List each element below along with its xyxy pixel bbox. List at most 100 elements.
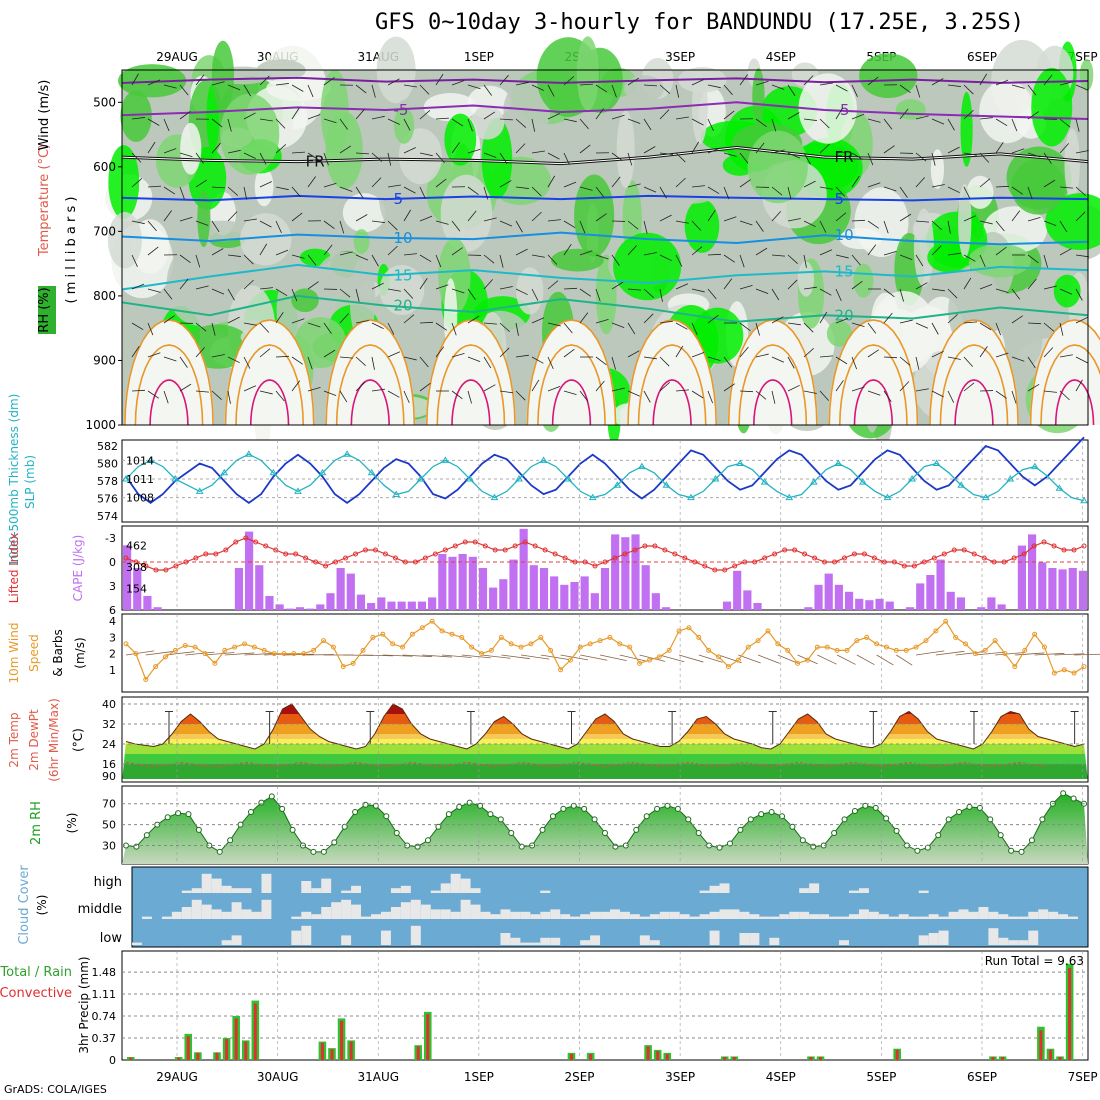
cloud-bar-low <box>998 937 1009 945</box>
wind-barb <box>387 288 401 292</box>
rh-marker <box>466 799 473 806</box>
date-label-bottom: 2SEP <box>564 1070 594 1084</box>
wind-barb <box>611 176 621 188</box>
wind-barb <box>803 348 814 358</box>
li-marker <box>782 547 788 553</box>
li-marker <box>163 567 169 573</box>
li-marker <box>752 559 758 565</box>
wind-barb <box>707 147 721 154</box>
rh-marker <box>883 815 890 822</box>
isotherm-label: 15 <box>835 262 854 280</box>
cape-bar <box>1058 569 1067 610</box>
speed-marker <box>528 641 534 647</box>
cloud-bar-mid <box>719 909 730 919</box>
wind-barb <box>579 144 591 154</box>
precip-conv-label: Convective <box>0 986 72 1001</box>
wind-barb <box>947 252 961 256</box>
li-marker <box>1011 555 1017 561</box>
li-marker <box>243 535 249 541</box>
wind-barb <box>165 651 195 656</box>
slp-marker <box>760 478 769 485</box>
cloud-bar-low <box>590 935 601 945</box>
cloud-bar-low <box>928 933 939 945</box>
wind-barb <box>499 180 512 188</box>
speed-marker <box>1012 664 1018 670</box>
speed-marker <box>1081 664 1087 670</box>
rh-blob <box>1045 193 1100 250</box>
warm-dome <box>727 320 818 425</box>
wind-barb <box>1059 354 1073 358</box>
cape-label: CAPE (J/kg) <box>71 535 85 602</box>
rh-marker <box>612 843 619 850</box>
wind-barb <box>675 84 680 98</box>
cape-bar <box>123 545 132 610</box>
wind-barb <box>659 654 685 663</box>
wind-barb <box>451 353 465 358</box>
wind-barb <box>963 215 977 222</box>
cape-bar <box>387 601 396 610</box>
cloud-bar-mid <box>510 911 521 919</box>
precip-conv-bar <box>186 1036 190 1060</box>
wind-barb <box>643 220 648 234</box>
temp-label: Temperature (°C) <box>37 144 52 257</box>
rh-marker <box>268 793 275 800</box>
wind-tick: 4 <box>109 615 116 628</box>
wind-barb <box>867 182 881 188</box>
rh-marker <box>956 809 963 816</box>
credit-label: GrADS: COLA/IGES <box>4 1083 107 1096</box>
wind-barb <box>851 113 865 120</box>
cloud-bar-low <box>221 940 232 945</box>
wind-barb <box>403 84 417 88</box>
rh-blob <box>667 181 718 204</box>
wind-barb <box>419 277 428 290</box>
wind-barb <box>259 181 272 188</box>
wind-barb <box>691 390 704 399</box>
cape-bar <box>753 603 762 610</box>
rh-marker <box>591 816 598 823</box>
li-marker <box>812 555 818 561</box>
li-marker <box>941 551 947 557</box>
rh-blob <box>353 229 370 254</box>
wind-barb <box>387 118 400 125</box>
wind-barb <box>931 245 942 256</box>
wind-barb <box>244 652 275 656</box>
wind-barb <box>819 143 830 154</box>
wind-barb <box>995 185 1010 188</box>
li-marker <box>1061 547 1067 553</box>
rh-marker <box>1028 837 1035 844</box>
slp-marker <box>908 475 916 482</box>
rh-marker <box>779 813 786 820</box>
li-tick: -3 <box>105 532 116 545</box>
wind-barb <box>224 652 255 656</box>
speed-marker <box>488 647 494 653</box>
wind-barb <box>975 651 1005 656</box>
wind-barb <box>963 84 974 95</box>
cloud-bar-mid <box>331 902 342 919</box>
wind-barb <box>339 288 351 298</box>
speed-marker <box>182 643 188 649</box>
speed-marker <box>222 647 228 653</box>
wind-barb <box>1075 254 1089 258</box>
speed-marker <box>340 664 346 670</box>
wind-barb <box>520 654 550 660</box>
rh-marker <box>976 804 983 811</box>
wind-barb <box>363 654 393 657</box>
wind-barb <box>195 179 208 188</box>
rh-marker <box>560 805 567 812</box>
wind-barb <box>563 390 577 395</box>
wind-barb <box>1075 356 1088 364</box>
wind-barb <box>1011 186 1024 195</box>
precip-conv-bar <box>349 1041 353 1060</box>
rh-blob <box>966 175 994 209</box>
wind-barb <box>867 152 874 166</box>
wind-barb <box>803 220 816 228</box>
cloud-bar-mid <box>351 904 362 919</box>
warm-dome <box>325 320 416 425</box>
rh-marker <box>581 805 588 812</box>
cloud-bar-high <box>221 885 232 893</box>
wind-barb <box>227 118 232 132</box>
cloud-bar-high <box>460 878 471 893</box>
wind-barb <box>195 220 209 226</box>
wind-barb <box>883 390 892 403</box>
rh-marker <box>175 810 182 817</box>
